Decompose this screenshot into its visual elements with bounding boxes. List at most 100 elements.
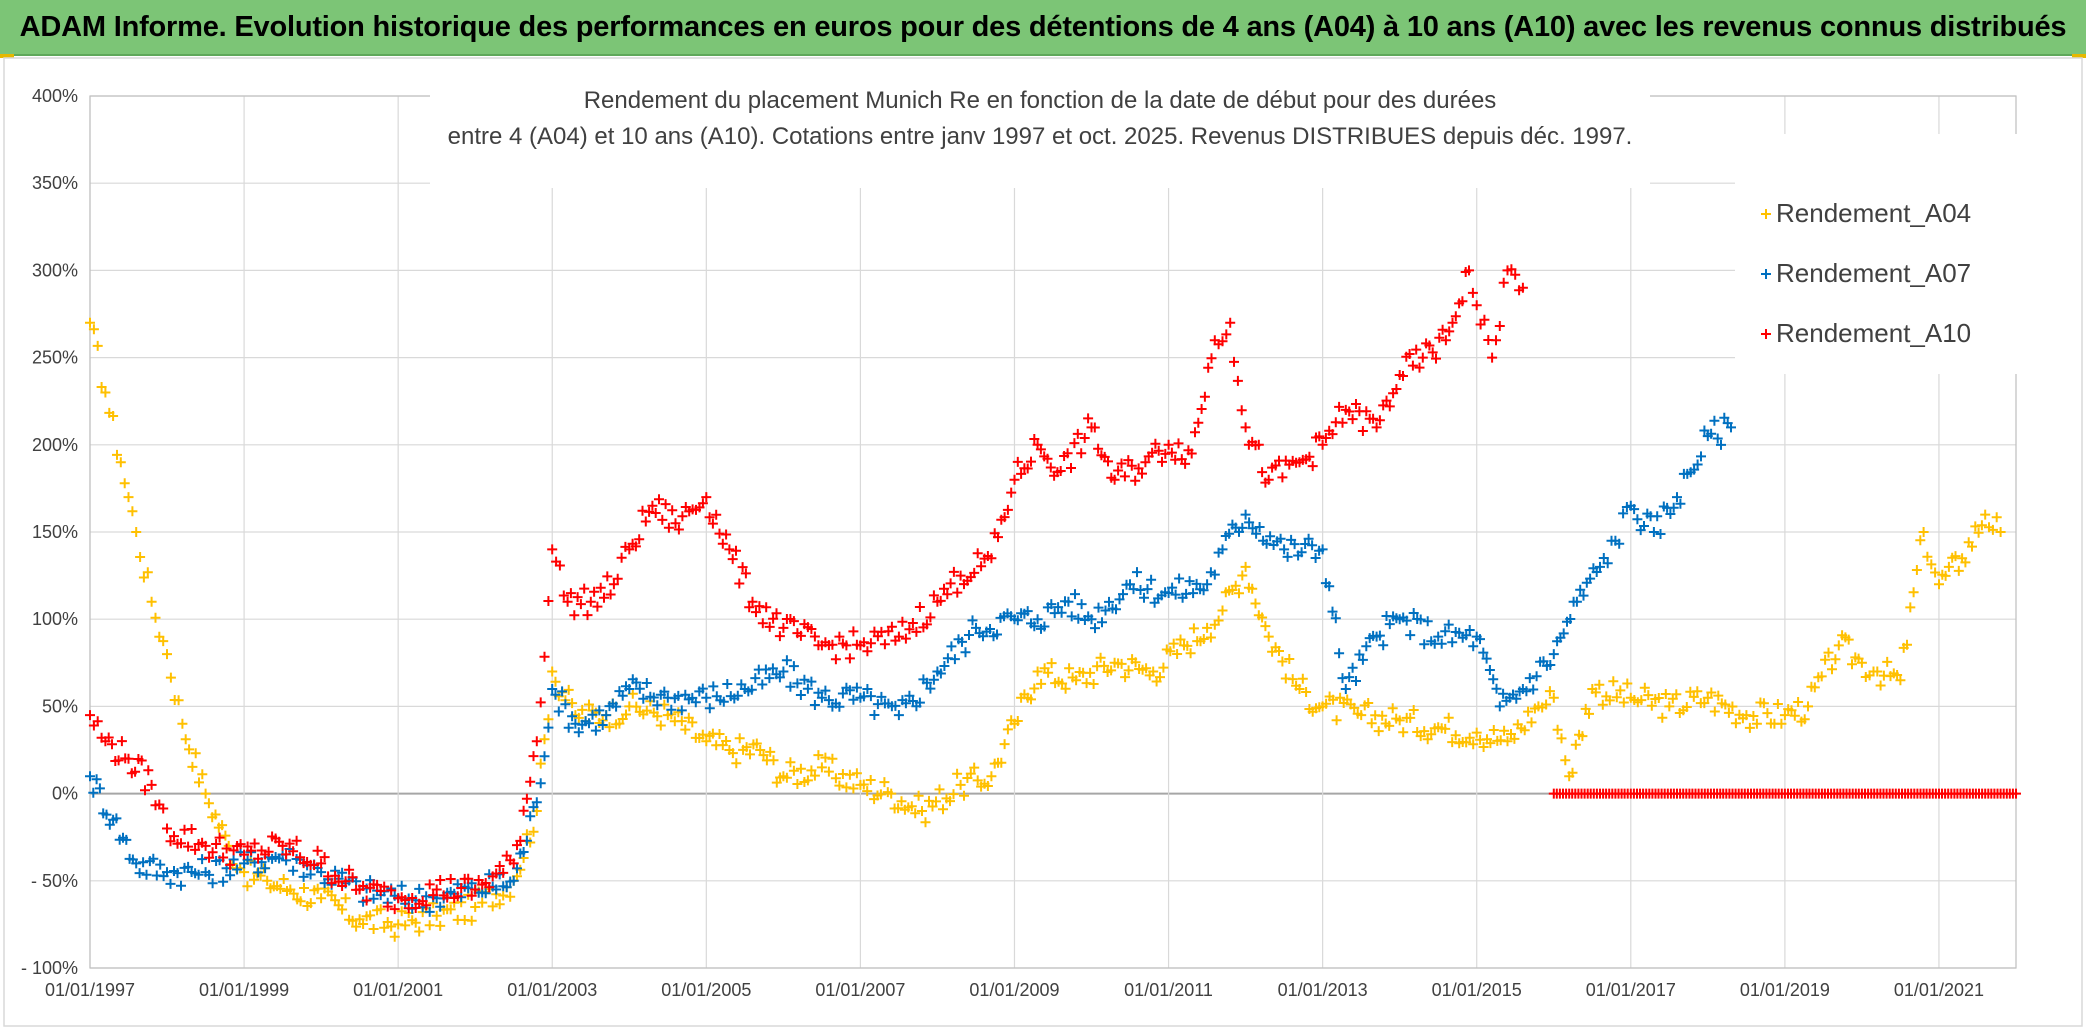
data-point [572, 592, 583, 603]
data-point [277, 840, 288, 851]
data-point [592, 601, 603, 612]
data-point [1153, 445, 1164, 456]
data-point [774, 631, 785, 642]
data-point [1093, 602, 1104, 613]
data-point [1142, 584, 1153, 595]
data-point [498, 867, 509, 878]
data-point [1026, 456, 1036, 467]
data-point [587, 709, 598, 720]
data-point [774, 672, 785, 683]
data-point [187, 761, 198, 772]
data-point [1277, 656, 1288, 667]
data-point [955, 570, 966, 581]
data-point [1307, 461, 1318, 472]
data-point [1357, 654, 1368, 665]
data-point [1012, 456, 1023, 467]
data-point [1188, 623, 1199, 634]
data-point [1263, 631, 1274, 642]
data-point [567, 711, 578, 722]
data-point [491, 884, 502, 895]
data-point [1545, 660, 1556, 670]
data-point [624, 544, 635, 555]
data-point [225, 859, 236, 870]
data-point [1660, 689, 1671, 699]
data-point [85, 710, 95, 721]
data-point [1361, 641, 1372, 652]
data-point [361, 895, 372, 906]
data-point [1699, 698, 1710, 709]
data-point [1761, 329, 1771, 339]
data-point [1461, 630, 1472, 641]
data-point [1408, 705, 1419, 715]
data-point [1045, 462, 1056, 473]
data-point [180, 734, 191, 745]
data-point [525, 811, 536, 822]
data-point [1300, 539, 1311, 549]
data-point [1531, 671, 1542, 682]
data-point [484, 882, 495, 893]
data-point [1368, 413, 1379, 424]
data-point [1240, 422, 1251, 433]
data-point [253, 853, 264, 864]
data-point [239, 849, 250, 860]
performance-chart: - 100% - 50% 0% 50% 100% 150% 200% 250% 300% 350%… [3, 57, 2083, 1027]
data-point [1374, 630, 1385, 641]
data-point [1440, 723, 1451, 734]
data-point [1095, 652, 1106, 663]
data-point [1911, 565, 1922, 575]
data-point [795, 763, 806, 774]
data-point [616, 552, 627, 563]
data-point [1196, 404, 1207, 414]
data-point [242, 881, 253, 892]
data-point [907, 696, 918, 706]
data-point [463, 873, 474, 884]
data-point [1160, 448, 1171, 459]
data-point [573, 727, 584, 738]
data-point [155, 859, 166, 870]
data-point [1029, 683, 1040, 694]
data-point [1334, 401, 1345, 412]
data-point [985, 624, 995, 634]
x-tick-label: 01/01/2013 [1278, 980, 1368, 1000]
data-point [802, 683, 813, 694]
data-point [531, 736, 542, 747]
data-point [295, 896, 306, 907]
data-point [1953, 565, 1964, 576]
data-point [316, 867, 327, 878]
data-point [1976, 520, 1987, 531]
data-point [1009, 474, 1020, 485]
data-point [1109, 474, 1120, 485]
data-point [1464, 265, 1474, 276]
data-point [1205, 632, 1216, 643]
data-point [575, 599, 586, 610]
data-point [1032, 614, 1043, 625]
x-tick-label: 01/01/2001 [353, 980, 443, 1000]
data-point [935, 668, 946, 679]
data-point [1188, 588, 1199, 599]
data-point [1378, 640, 1389, 651]
data-point [757, 679, 768, 690]
data-point [1140, 457, 1151, 468]
data-point [1652, 511, 1663, 522]
data-point [862, 786, 873, 797]
legend-item: Rendement_A10 [1761, 318, 1971, 348]
data-point [1744, 722, 1755, 733]
data-point [1206, 353, 1217, 364]
data-point [795, 690, 806, 700]
data-point [631, 677, 642, 688]
data-point [1237, 570, 1248, 581]
chart-title-line2: entre 4 (A04) et 10 ans (A10). Cotations… [448, 123, 1633, 150]
data-point [347, 915, 358, 926]
data-point [1450, 311, 1461, 322]
data-point [608, 579, 619, 590]
data-point [1251, 528, 1262, 539]
data-point [1970, 521, 1981, 532]
data-point [1327, 606, 1338, 617]
data-point [1447, 737, 1458, 748]
data-point [305, 898, 316, 909]
data-point [1361, 406, 1372, 417]
legend-label: Rendement_A07 [1776, 258, 1971, 288]
data-point [288, 846, 299, 857]
data-point [1720, 699, 1731, 710]
data-point [288, 865, 299, 876]
